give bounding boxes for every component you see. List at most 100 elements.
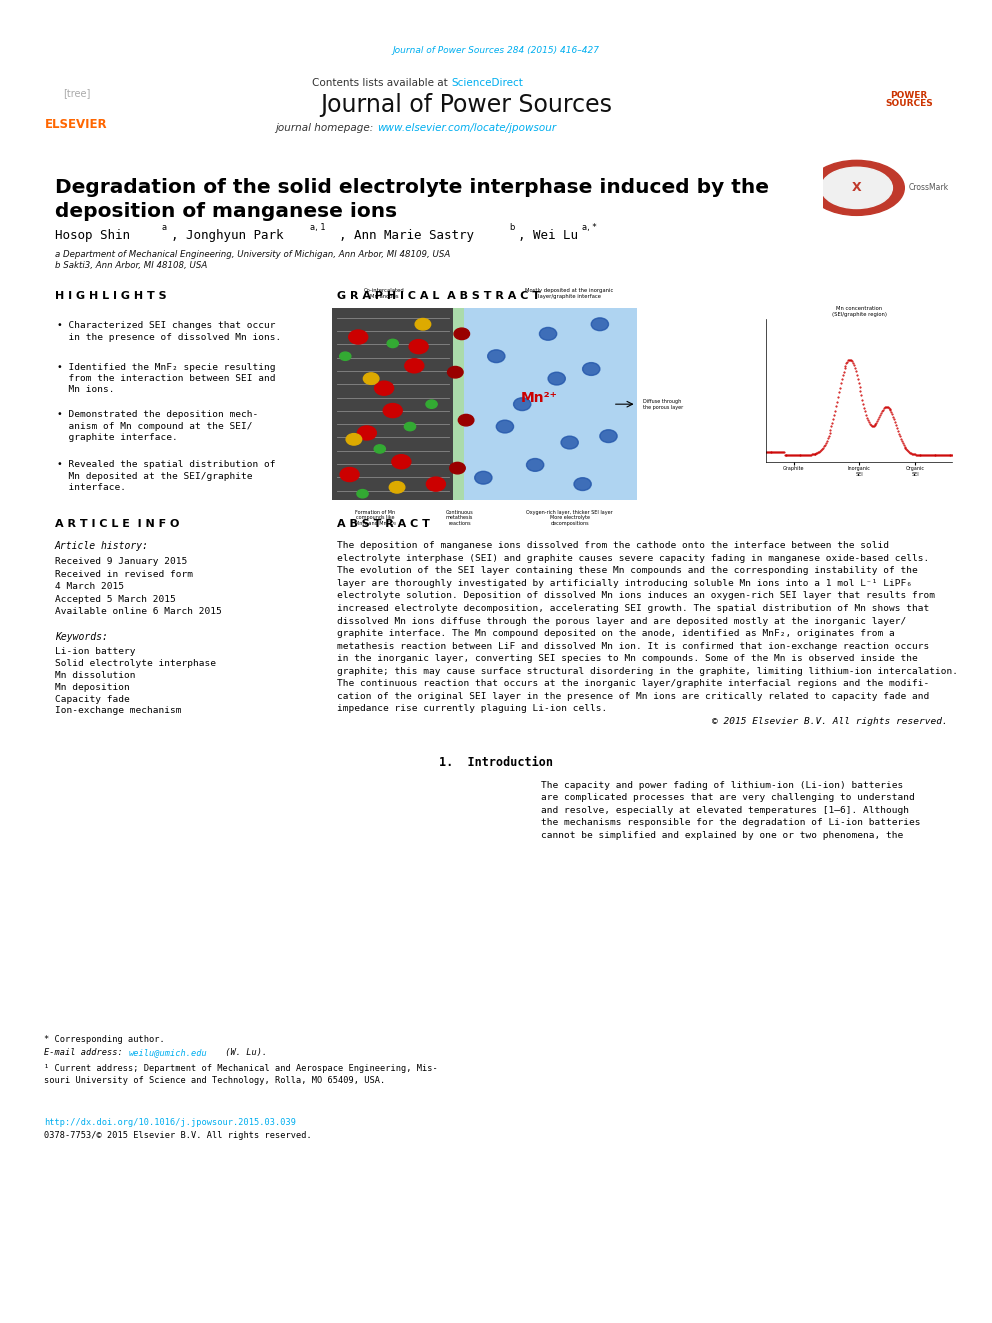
Text: The capacity and power fading of lithium-ion (Li-ion) batteries: The capacity and power fading of lithium… xyxy=(541,781,903,790)
Circle shape xyxy=(561,437,578,448)
Text: deposition of manganese ions: deposition of manganese ions xyxy=(55,202,397,221)
Circle shape xyxy=(496,421,514,433)
Text: graphite interface. The Mn compound deposited on the anode, identified as MnF₂, : graphite interface. The Mn compound depo… xyxy=(337,630,895,638)
Text: Journal of Power Sources 284 (2015) 416–427: Journal of Power Sources 284 (2015) 416–… xyxy=(393,46,599,54)
Text: b Sakti3, Ann Arbor, MI 48108, USA: b Sakti3, Ann Arbor, MI 48108, USA xyxy=(55,262,206,270)
Text: Hosop Shin: Hosop Shin xyxy=(55,229,130,242)
Text: layer are thoroughly investigated by artificially introducing soluble Mn ions in: layer are thoroughly investigated by art… xyxy=(337,579,913,587)
Circle shape xyxy=(409,340,429,353)
Circle shape xyxy=(582,363,600,376)
Text: Diffuse through
the porous layer: Diffuse through the porous layer xyxy=(643,398,683,410)
Circle shape xyxy=(449,462,465,474)
Text: souri University of Science and Technology, Rolla, MO 65409, USA.: souri University of Science and Technolo… xyxy=(44,1076,385,1085)
Circle shape xyxy=(387,339,399,348)
Text: Keywords:: Keywords: xyxy=(55,632,107,643)
Circle shape xyxy=(363,373,379,385)
Text: weilu@umich.edu: weilu@umich.edu xyxy=(129,1048,207,1057)
Text: and resolve, especially at elevated temperatures [1–6]. Although: and resolve, especially at elevated temp… xyxy=(541,806,909,815)
Circle shape xyxy=(447,366,463,378)
Text: a Department of Mechanical Engineering, University of Michigan, Ann Arbor, MI 48: a Department of Mechanical Engineering, … xyxy=(55,250,449,258)
Text: ¹ Current address; Department of Mechanical and Aerospace Engineering, Mis-: ¹ Current address; Department of Mechani… xyxy=(44,1064,437,1073)
Text: A B S T R A C T: A B S T R A C T xyxy=(337,519,431,529)
Circle shape xyxy=(514,398,531,410)
Text: 1.  Introduction: 1. Introduction xyxy=(439,755,553,769)
Text: , Jonghyun Park: , Jonghyun Park xyxy=(171,229,283,242)
Text: Ion-exchange mechanism: Ion-exchange mechanism xyxy=(55,706,182,716)
Circle shape xyxy=(357,490,368,497)
Text: increased electrolyte decomposition, accelerating SEI growth. The spatial distri: increased electrolyte decomposition, acc… xyxy=(337,603,930,613)
Text: Article history:: Article history: xyxy=(55,541,149,552)
Text: Accepted 5 March 2015: Accepted 5 March 2015 xyxy=(55,595,176,605)
Text: Co-intercalated
Mn anodes: Co-intercalated Mn anodes xyxy=(364,288,405,299)
Text: Degradation of the solid electrolyte interphase induced by the: Degradation of the solid electrolyte int… xyxy=(55,179,769,197)
Text: b: b xyxy=(509,224,514,232)
Text: in the inorganic layer, converting SEI species to Mn compounds. Some of the Mn i: in the inorganic layer, converting SEI s… xyxy=(337,655,918,663)
Text: , Wei Lu: , Wei Lu xyxy=(518,229,577,242)
Circle shape xyxy=(809,160,905,216)
Text: (W. Lu).: (W. Lu). xyxy=(220,1048,268,1057)
Circle shape xyxy=(405,359,424,373)
Text: Formation of Mn
compounds like
MnF₂ and MnCO₃: Formation of Mn compounds like MnF₂ and … xyxy=(355,509,396,527)
Text: Journal of Power Sources: Journal of Power Sources xyxy=(320,93,612,116)
Text: A R T I C L E  I N F O: A R T I C L E I N F O xyxy=(55,519,179,529)
Circle shape xyxy=(600,430,617,442)
Text: 4 March 2015: 4 March 2015 xyxy=(55,582,124,591)
Text: Mostly deposited at the inorganic
layer/graphite interface: Mostly deposited at the inorganic layer/… xyxy=(526,288,614,299)
Text: • Demonstrated the deposition mech-
  anism of Mn compound at the SEI/
  graphit: • Demonstrated the deposition mech- anis… xyxy=(57,410,258,442)
Text: © 2015 Elsevier B.V. All rights reserved.: © 2015 Elsevier B.V. All rights reserved… xyxy=(711,717,947,726)
Text: graphite; this may cause surface structural disordering in the graphite, limitin: graphite; this may cause surface structu… xyxy=(337,667,958,676)
Circle shape xyxy=(383,404,402,418)
Text: electrolyte interphase (SEI) and graphite causes severe capacity fading in manga: electrolyte interphase (SEI) and graphit… xyxy=(337,553,930,562)
Text: Received in revised form: Received in revised form xyxy=(55,570,192,579)
Text: CrossMark: CrossMark xyxy=(909,184,949,192)
Circle shape xyxy=(591,318,608,331)
Circle shape xyxy=(392,455,411,468)
Text: The evolution of the SEI layer containing these Mn compounds and the correspondi: The evolution of the SEI layer containin… xyxy=(337,566,918,576)
Text: http://dx.doi.org/10.1016/j.jpowsour.2015.03.039: http://dx.doi.org/10.1016/j.jpowsour.201… xyxy=(44,1118,296,1127)
Text: electrolyte solution. Deposition of dissolved Mn ions induces an oxygen-rich SEI: electrolyte solution. Deposition of diss… xyxy=(337,591,935,601)
Circle shape xyxy=(527,459,544,471)
Text: a, *: a, * xyxy=(582,224,597,232)
Circle shape xyxy=(416,319,431,329)
Circle shape xyxy=(339,352,351,360)
Text: X: X xyxy=(852,181,861,194)
Text: Mn deposition: Mn deposition xyxy=(55,683,129,692)
Text: Solid electrolyte interphase: Solid electrolyte interphase xyxy=(55,659,215,668)
Text: www.sciencedirect.com: www.sciencedirect.com xyxy=(888,126,930,130)
Text: Mn dissolution: Mn dissolution xyxy=(55,671,135,680)
Circle shape xyxy=(405,422,416,431)
Text: www.elsevier.com/locate/jpowsour: www.elsevier.com/locate/jpowsour xyxy=(377,123,557,134)
Text: POWER
SOURCES: POWER SOURCES xyxy=(885,91,933,108)
Circle shape xyxy=(346,434,362,445)
Title: Mn concentration
(SEI/graphite region): Mn concentration (SEI/graphite region) xyxy=(831,306,887,318)
Circle shape xyxy=(454,328,469,340)
Circle shape xyxy=(357,426,376,441)
Text: 0378-7753/© 2015 Elsevier B.V. All rights reserved.: 0378-7753/© 2015 Elsevier B.V. All right… xyxy=(44,1131,311,1140)
Text: journal homepage:: journal homepage: xyxy=(276,123,377,134)
Text: Oxygen-rich layer, thicker SEI layer
More electrolyte
decompositions: Oxygen-rich layer, thicker SEI layer Mor… xyxy=(527,509,613,527)
Text: The deposition of manganese ions dissolved from the cathode onto the interface b: The deposition of manganese ions dissolv… xyxy=(337,541,889,550)
Text: a, 1: a, 1 xyxy=(310,224,326,232)
Text: Capacity fade: Capacity fade xyxy=(55,695,129,704)
Circle shape xyxy=(821,167,893,209)
Circle shape xyxy=(349,329,368,344)
Circle shape xyxy=(548,372,565,385)
Text: Mn²⁺: Mn²⁺ xyxy=(521,390,558,405)
Text: are complicated processes that are very challenging to understand: are complicated processes that are very … xyxy=(541,794,915,802)
Text: cation of the original SEI layer in the presence of Mn ions are critically relat: cation of the original SEI layer in the … xyxy=(337,692,930,701)
Text: • Characterized SEI changes that occur
  in the presence of dissolved Mn ions.: • Characterized SEI changes that occur i… xyxy=(57,321,281,341)
Text: The continuous reaction that occurs at the inorganic layer/graphite interfacial : The continuous reaction that occurs at t… xyxy=(337,680,930,688)
Text: H I G H L I G H T S: H I G H L I G H T S xyxy=(55,291,167,302)
Text: the mechanisms responsible for the degradation of Li-ion batteries: the mechanisms responsible for the degra… xyxy=(541,818,921,827)
Text: ScienceDirect: ScienceDirect xyxy=(451,78,523,89)
Text: ELSEVIER: ELSEVIER xyxy=(45,118,108,131)
Circle shape xyxy=(340,467,359,482)
Bar xyxy=(453,308,464,500)
Text: • Identified the MnF₂ specie resulting
  from the interaction between SEI and
  : • Identified the MnF₂ specie resulting f… xyxy=(57,363,275,394)
Text: , Ann Marie Sastry: , Ann Marie Sastry xyxy=(339,229,474,242)
Text: Available online 6 March 2015: Available online 6 March 2015 xyxy=(55,607,221,617)
Text: G R A P H I C A L  A B S T R A C T: G R A P H I C A L A B S T R A C T xyxy=(337,291,541,302)
Text: Li-ion battery: Li-ion battery xyxy=(55,647,135,656)
Circle shape xyxy=(574,478,591,491)
Circle shape xyxy=(375,381,394,396)
